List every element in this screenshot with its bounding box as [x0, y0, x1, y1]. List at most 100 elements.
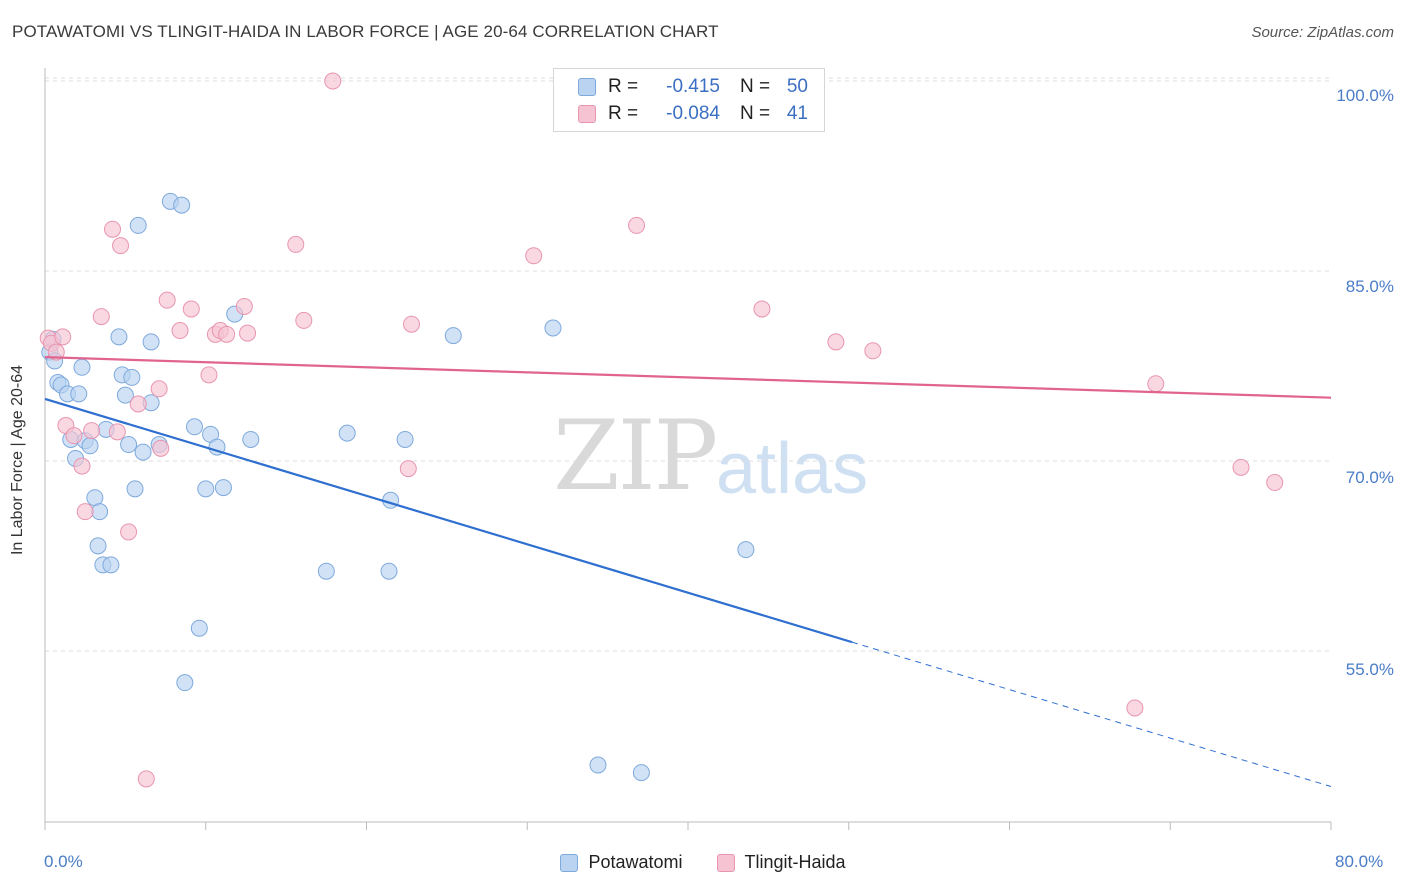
data-point — [91, 503, 109, 521]
data-point — [235, 297, 253, 315]
data-point — [197, 480, 215, 498]
data-point — [102, 556, 120, 574]
data-point — [338, 424, 356, 442]
data-point — [380, 562, 398, 580]
data-point — [403, 315, 421, 333]
data-point — [173, 196, 191, 214]
data-point — [54, 328, 72, 346]
data-point — [1126, 699, 1144, 717]
y-tick-label: 85.0% — [1345, 277, 1394, 296]
data-point — [444, 327, 462, 345]
data-point — [239, 324, 257, 342]
pink-swatch-icon — [578, 105, 596, 123]
pink-swatch-icon — [716, 853, 735, 872]
n-label: N = — [740, 103, 771, 124]
data-point — [73, 358, 91, 376]
data-point — [242, 430, 260, 448]
legend-label: Tlingit-Haida — [744, 852, 846, 872]
x-tick-label: 0.0% — [44, 852, 83, 871]
data-point — [1147, 375, 1165, 393]
y-tick-label: 70.0% — [1345, 468, 1394, 487]
data-point — [129, 395, 147, 413]
data-point — [185, 418, 203, 436]
data-point — [218, 325, 236, 343]
data-point — [126, 480, 144, 498]
data-point — [171, 322, 189, 340]
n-value: 50 — [786, 76, 808, 97]
watermark-atlas: atlas — [716, 429, 869, 509]
data-point — [92, 308, 110, 326]
data-point — [864, 342, 882, 360]
data-point — [112, 237, 130, 255]
legend-row-tlingit-haida: R = -0.084 N = 41 — [578, 102, 808, 126]
data-point — [628, 216, 646, 234]
data-point — [137, 770, 155, 788]
legend-label: Potawatomi — [588, 852, 683, 872]
blue-swatch-icon — [578, 78, 596, 96]
data-point — [116, 386, 134, 404]
data-point — [190, 619, 208, 637]
data-point — [142, 333, 160, 351]
legend-item-tlingit-haida[interactable]: Tlingit-Haida — [716, 852, 846, 873]
data-point — [83, 422, 101, 440]
data-point — [525, 247, 543, 265]
data-point — [47, 343, 65, 361]
data-point — [753, 300, 771, 318]
data-point — [214, 479, 232, 497]
source-credit: Source: ZipAtlas.com — [1251, 24, 1394, 41]
blue-swatch-icon — [560, 853, 579, 872]
trend-line-potawatomi — [44, 397, 853, 644]
y-tick-label: 55.0% — [1345, 660, 1394, 679]
data-point — [396, 430, 414, 448]
r-label: R = — [608, 103, 639, 124]
series-legend: Potawatomi Tlingit-Haida — [0, 852, 1406, 873]
stats-legend: R = -0.415 N = 50 R = -0.084 N = 41 — [553, 68, 825, 132]
n-value: 41 — [786, 103, 808, 124]
data-point — [182, 300, 200, 318]
data-point — [134, 443, 152, 461]
data-point — [104, 220, 122, 238]
legend-row-potawatomi: R = -0.415 N = 50 — [578, 75, 808, 99]
data-point — [120, 436, 138, 454]
data-point — [295, 311, 313, 329]
data-point — [70, 385, 88, 403]
data-point — [317, 562, 335, 580]
data-point — [65, 427, 83, 445]
data-point — [176, 674, 194, 692]
legend-item-potawatomi[interactable]: Potawatomi — [560, 852, 683, 873]
data-point — [158, 291, 176, 309]
y-tick-label: 100.0% — [1336, 86, 1394, 105]
trend-line-extrapolated — [851, 641, 1332, 788]
data-point — [287, 235, 305, 253]
trend-line-tlingit-haida — [44, 356, 1332, 399]
data-point — [110, 328, 128, 346]
chart-title: POTAWATOMI VS TLINGIT-HAIDA IN LABOR FOR… — [12, 22, 719, 41]
watermark-zip: ZIP — [553, 400, 718, 512]
data-point — [81, 437, 99, 455]
r-label: R = — [608, 76, 639, 97]
data-point — [123, 368, 141, 386]
n-label: N = — [740, 76, 771, 97]
data-point — [150, 380, 168, 398]
r-value: -0.415 — [666, 76, 720, 97]
data-point — [544, 319, 562, 337]
y-axis-label: In Labor Force | Age 20-64 — [9, 364, 26, 556]
data-point — [399, 460, 417, 478]
data-point — [632, 764, 650, 782]
data-point — [827, 333, 845, 351]
data-point — [324, 72, 342, 90]
data-point — [589, 756, 607, 774]
data-point — [1232, 458, 1250, 476]
data-point — [1266, 474, 1284, 492]
r-value: -0.084 — [666, 103, 720, 124]
data-point — [89, 537, 107, 555]
data-point — [73, 457, 91, 475]
data-point — [76, 503, 94, 521]
data-point — [200, 366, 218, 384]
data-point — [129, 216, 147, 234]
data-point — [108, 423, 126, 441]
data-point — [120, 523, 138, 541]
data-point — [737, 541, 755, 559]
x-tick-label: 80.0% — [1335, 852, 1384, 871]
